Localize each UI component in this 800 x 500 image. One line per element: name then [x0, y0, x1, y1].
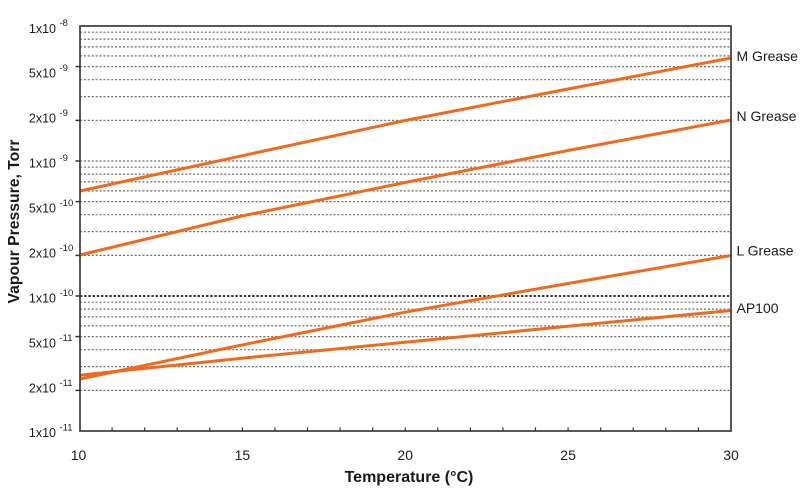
svg-text:5x10: 5x10 [29, 202, 56, 216]
svg-text:-9: -9 [60, 153, 68, 164]
svg-text:15: 15 [235, 447, 251, 463]
svg-text:-8: -8 [60, 18, 68, 29]
svg-text:1x10: 1x10 [29, 157, 56, 171]
svg-text:-9: -9 [60, 108, 68, 119]
svg-text:-10: -10 [60, 288, 74, 299]
svg-text:-10: -10 [60, 243, 74, 254]
svg-text:-11: -11 [60, 423, 73, 434]
svg-text:10: 10 [71, 447, 87, 463]
svg-text:L Grease: L Grease [737, 243, 794, 259]
svg-text:M Grease: M Grease [737, 48, 799, 64]
svg-text:2x10: 2x10 [29, 112, 56, 126]
svg-text:2x10: 2x10 [29, 247, 56, 261]
svg-text:1x10: 1x10 [29, 291, 56, 305]
svg-text:2x10: 2x10 [29, 381, 56, 395]
svg-text:-11: -11 [60, 378, 73, 389]
svg-text:5x10: 5x10 [29, 67, 56, 81]
svg-text:5x10: 5x10 [29, 336, 56, 350]
svg-text:30: 30 [723, 447, 739, 463]
svg-text:Temperature (°C): Temperature (°C) [345, 469, 474, 486]
svg-text:AP100: AP100 [737, 300, 779, 316]
svg-text:1x10: 1x10 [29, 22, 56, 36]
svg-text:-11: -11 [60, 333, 73, 344]
svg-text:-10: -10 [60, 198, 74, 209]
svg-text:Vapour Pressure, Torr: Vapour Pressure, Torr [6, 140, 23, 304]
svg-text:1x10: 1x10 [29, 426, 56, 440]
svg-text:20: 20 [397, 447, 413, 463]
svg-text:N Grease: N Grease [737, 108, 797, 124]
svg-text:-9: -9 [60, 63, 68, 74]
svg-text:25: 25 [560, 447, 576, 463]
